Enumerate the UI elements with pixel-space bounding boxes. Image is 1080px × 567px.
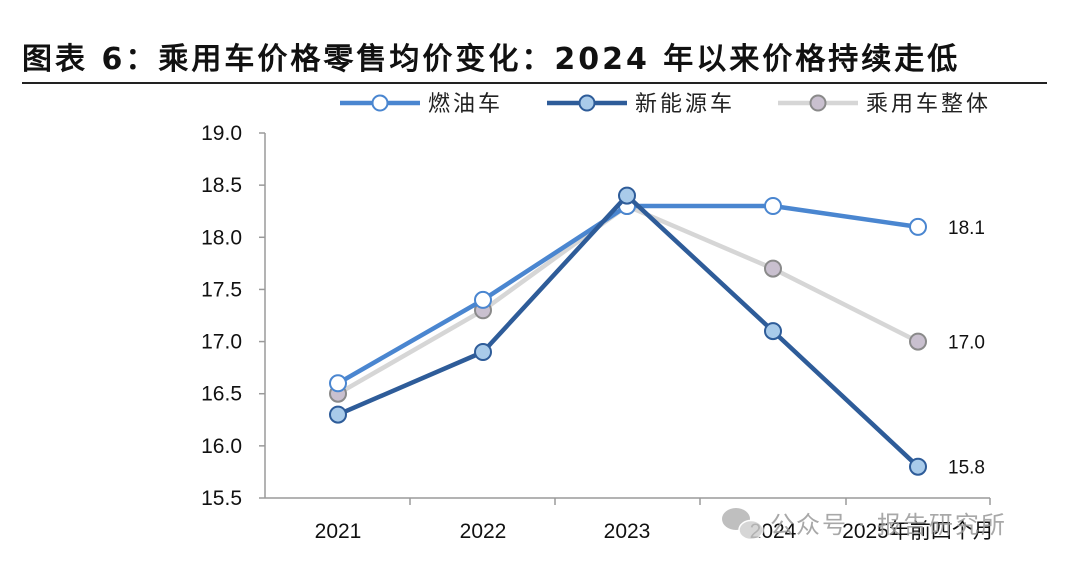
- series-line: [335, 203, 921, 396]
- legend-label: 燃油车: [428, 92, 503, 117]
- legend-swatch-marker: [809, 94, 827, 112]
- data-point: [909, 457, 927, 476]
- wechat-icon-bubble: [738, 519, 764, 541]
- legend-swatch-marker: [578, 94, 596, 112]
- data-point: [909, 332, 927, 351]
- chart-title: 图表 6：乘用车价格零售均价变化：2024 年以来价格持续走低: [22, 42, 961, 77]
- data-label: 15.8: [948, 458, 985, 479]
- title-divider: [22, 82, 1047, 84]
- data-point: [474, 290, 492, 309]
- data-point: [329, 405, 347, 424]
- watermark: 公众号 · 报告研究所: [722, 508, 1007, 541]
- legend-label: 新能源车: [635, 92, 735, 117]
- series-line: [335, 203, 921, 386]
- y-tick-label: 19.0: [201, 122, 242, 145]
- legend-swatch-marker: [371, 94, 389, 112]
- y-tick-label: 18.5: [201, 174, 242, 197]
- legend-label: 乘用车整体: [866, 92, 991, 117]
- series-1: 15.8: [329, 186, 985, 479]
- x-tick-label: 2023: [604, 520, 651, 543]
- data-point: [764, 322, 782, 341]
- x-tick-label: 2022: [460, 520, 507, 543]
- data-point: [618, 186, 636, 205]
- y-tick-label: 16.5: [201, 383, 242, 406]
- data-label: 17.0: [948, 333, 985, 354]
- data-point: [764, 259, 782, 278]
- y-tick-label: 16.0: [201, 435, 242, 458]
- data-label: 18.1: [948, 218, 985, 239]
- data-point: [764, 197, 782, 215]
- y-tick-label: 17.5: [201, 278, 242, 301]
- data-point: [329, 374, 347, 393]
- watermark-text: 公众号 · 报告研究所: [770, 511, 1007, 539]
- y-tick-label: 18.0: [201, 226, 242, 249]
- series-0: 18.1: [329, 197, 985, 393]
- x-tick-label: 2025年前四个月: [842, 520, 994, 543]
- data-point: [909, 217, 927, 236]
- y-tick-label: 15.5: [201, 487, 242, 510]
- data-point: [474, 343, 492, 361]
- y-tick-label: 17.0: [201, 331, 242, 354]
- series-2: 17.0: [329, 197, 985, 403]
- x-tick-label: 2021: [315, 520, 362, 543]
